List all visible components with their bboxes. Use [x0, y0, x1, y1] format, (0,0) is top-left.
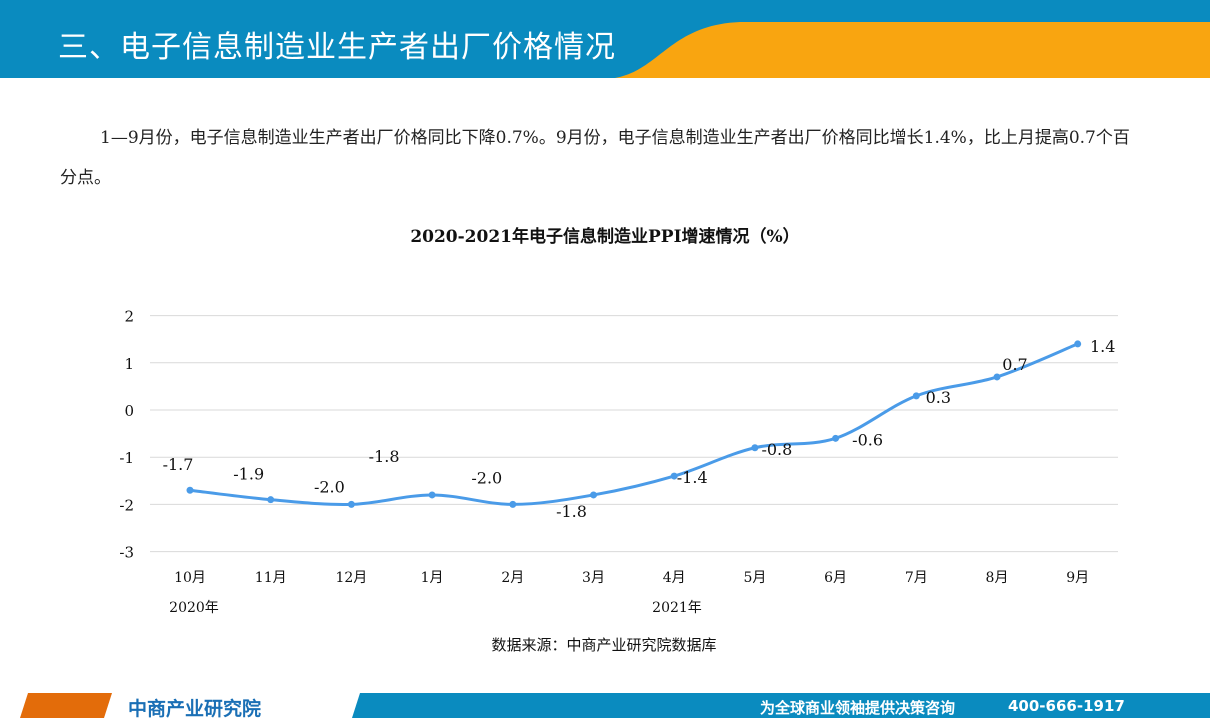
data-label: -0.6	[852, 430, 883, 449]
page-title: 三、电子信息制造业生产者出厂价格情况	[58, 30, 616, 65]
data-point	[1074, 340, 1082, 348]
data-label: -1.4	[677, 468, 708, 487]
header-banner	[0, 0, 1210, 78]
data-point	[832, 434, 840, 442]
x-tick-label: 9月	[1066, 570, 1089, 586]
data-label: -0.8	[761, 440, 792, 459]
data-point	[993, 373, 1001, 381]
data-point	[751, 444, 759, 452]
y-tick-label: 2	[124, 308, 134, 326]
summary-paragraph: 1—9月份，电子信息制造业生产者出厂价格同比下降0.7%。9月份，电子信息制造业…	[60, 128, 1130, 188]
data-label: -2.0	[471, 468, 502, 487]
x-tick-label: 8月	[986, 570, 1009, 586]
data-point	[267, 496, 275, 504]
data-point	[186, 486, 194, 494]
data-point	[912, 392, 920, 400]
data-label: 0.7	[1002, 355, 1027, 374]
footer-phone: 400-666-1917	[1008, 697, 1125, 715]
data-label: -2.0	[314, 477, 345, 496]
chart-title: 2020-2021年电子信息制造业PPI增速情况（%）	[410, 226, 799, 247]
x-tick-label: 3月	[582, 570, 605, 586]
x-tick-label: 12月	[335, 570, 367, 586]
data-point	[428, 491, 436, 499]
data-label: 0.3	[926, 388, 951, 407]
x-tick-label: 10月	[174, 570, 206, 586]
x-tick-label: 5月	[743, 570, 766, 586]
data-label: 1.4	[1090, 337, 1115, 356]
x-tick-label: 1月	[421, 570, 444, 586]
company-logo: 中商产业研究院	[128, 698, 262, 720]
x-tick-label: 6月	[824, 570, 847, 586]
chart-source: 数据来源：中商产业研究院数据库	[491, 636, 716, 654]
footer-bar	[20, 693, 1210, 718]
data-point	[509, 500, 517, 508]
year-label-2020: 2020年	[169, 600, 219, 616]
y-tick-label: 1	[124, 355, 134, 373]
x-tick-label: 4月	[663, 570, 686, 586]
year-label-2021: 2021年	[652, 600, 702, 616]
data-point	[670, 472, 678, 480]
data-point	[590, 491, 597, 499]
footer-slogan: 为全球商业领袖提供决策咨询	[760, 699, 956, 717]
y-tick-label: -1	[119, 449, 134, 467]
data-label: -1.9	[233, 465, 264, 484]
x-tick-label: 7月	[905, 570, 928, 586]
x-tick-label: 2月	[501, 570, 524, 586]
data-label: -1.8	[369, 447, 400, 466]
ppi-line-chart: 2020-2021年电子信息制造业PPI增速情况（%） 2 1 0 -1 -2 -3 10月…	[119, 226, 1118, 654]
data-point	[347, 500, 355, 508]
x-tick-label: 11月	[255, 570, 287, 586]
y-tick-label: -3	[119, 544, 134, 562]
data-label: -1.8	[556, 502, 587, 521]
y-tick-label: -2	[119, 496, 134, 514]
data-label: -1.7	[163, 455, 194, 474]
y-tick-label: 0	[124, 402, 134, 420]
